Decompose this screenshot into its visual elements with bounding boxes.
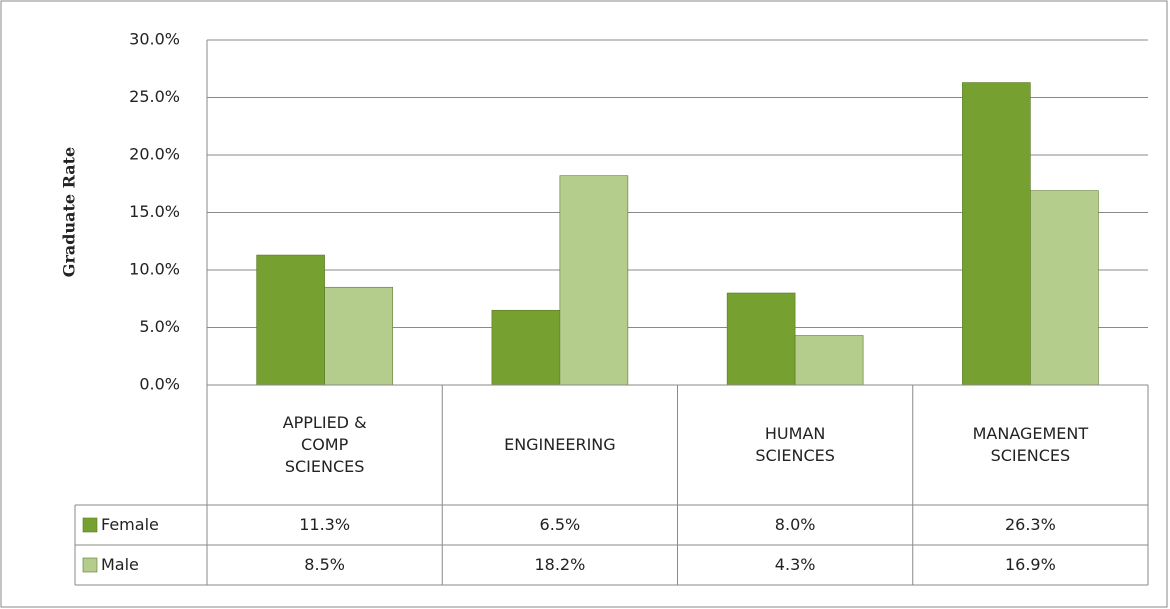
y-tick-label: 0.0% [139,375,180,394]
legend-label: Female [101,505,207,545]
y-tick-label: 5.0% [139,317,180,336]
table-value-text: 8.5% [304,555,345,574]
table-value-text: 18.2% [534,555,586,574]
legend-label-text: Female [101,515,159,534]
table-value-text: 4.3% [774,555,816,574]
y-tick-label: 30.0% [129,30,180,49]
table-value-text: 16.9% [1004,555,1056,574]
x-tick-label-text: APPLIED & COMP SCIENCES [282,413,367,476]
bar [256,254,325,386]
y-axis-label: Graduate Rate [60,147,79,277]
table-value-text: 26.3% [1004,515,1056,534]
table-value: 18.2% [442,545,677,585]
legend-label: Male [101,545,207,585]
legend-key [82,557,98,573]
bar [1030,190,1099,386]
legend-label-text: Male [101,555,139,574]
y-tick-label: 25.0% [129,87,180,106]
x-tick-label-text: ENGINEERING [504,435,616,454]
bar [324,286,393,386]
table-value: 11.3% [207,505,442,545]
x-tick-label: MANAGEMENT SCIENCES [913,385,1148,505]
bar [559,175,629,386]
bar [794,335,864,386]
y-tick-label: 15.0% [129,202,180,221]
y-tick-label: 10.0% [129,260,180,279]
table-value-text: 8.0% [774,515,816,534]
x-tick-label: ENGINEERING [442,385,677,505]
x-tick-label: HUMAN SCIENCES [678,385,913,505]
table-value: 8.0% [678,505,913,545]
legend-key [82,517,98,533]
bar [491,309,561,386]
table-value-text: 11.3% [299,515,351,534]
x-tick-label-text: HUMAN SCIENCES [755,424,835,465]
x-tick-label: APPLIED & COMP SCIENCES [207,385,442,505]
x-tick-label-text: MANAGEMENT SCIENCES [972,424,1089,465]
bar [962,82,1031,386]
table-value: 26.3% [913,505,1148,545]
y-tick-label: 20.0% [129,145,180,164]
table-value: 8.5% [207,545,442,585]
bar [726,292,796,386]
table-value: 4.3% [678,545,913,585]
table-value-text: 6.5% [539,515,581,534]
table-value: 6.5% [442,505,677,545]
table-value: 16.9% [913,545,1148,585]
